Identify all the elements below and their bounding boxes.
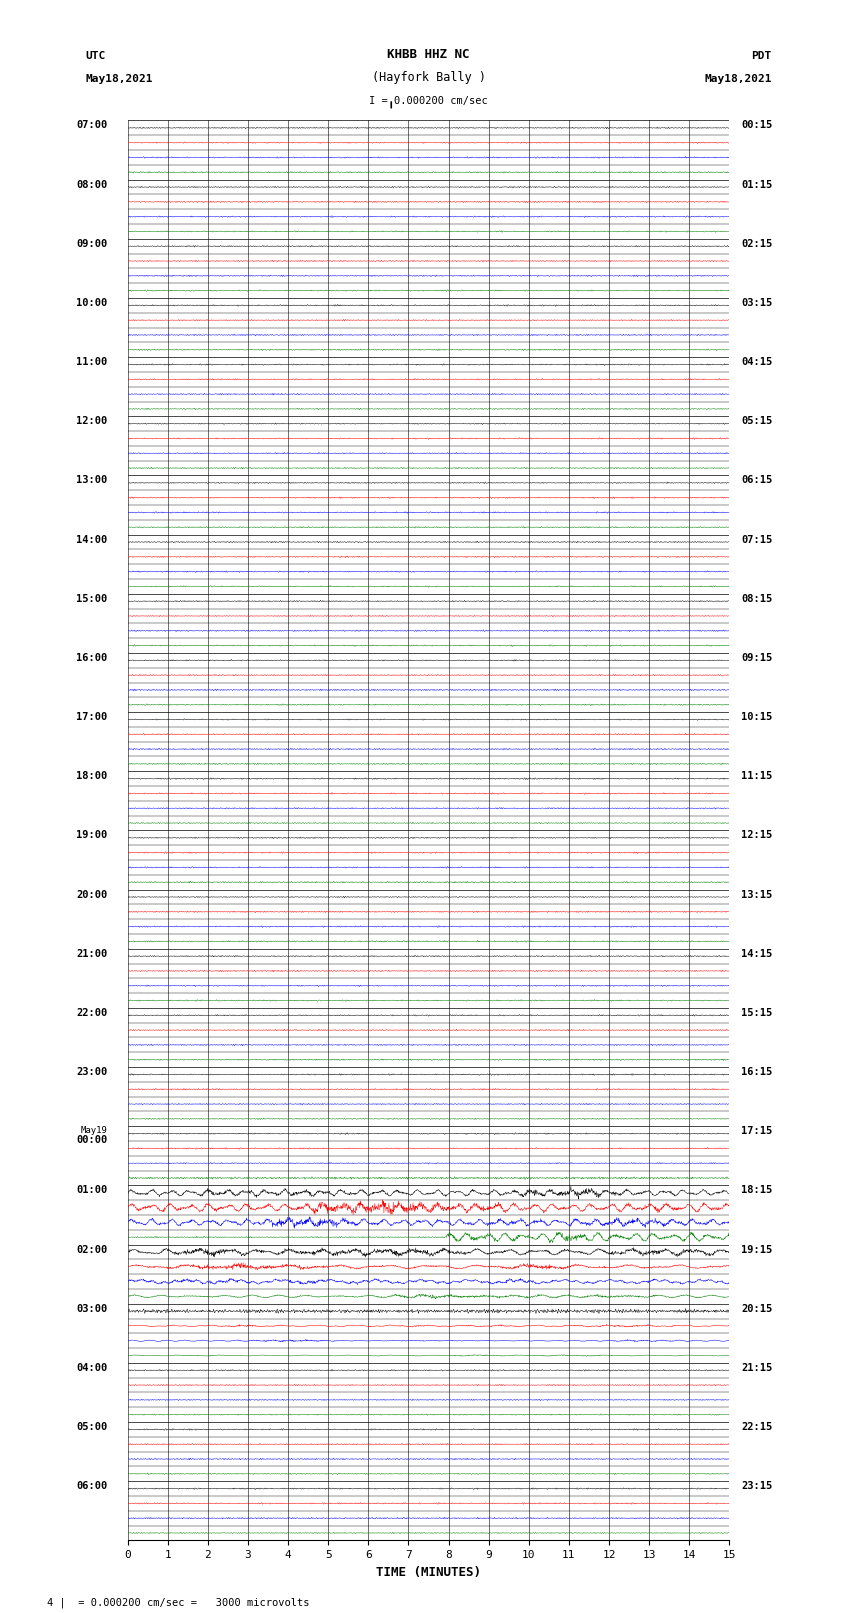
Text: 12:00: 12:00	[76, 416, 108, 426]
Text: 20:15: 20:15	[741, 1303, 773, 1313]
Text: 22:15: 22:15	[741, 1423, 773, 1432]
Text: UTC: UTC	[86, 52, 106, 61]
Text: 13:15: 13:15	[741, 890, 773, 900]
Text: 18:00: 18:00	[76, 771, 108, 781]
Text: 11:00: 11:00	[76, 356, 108, 368]
Text: 19:00: 19:00	[76, 831, 108, 840]
Text: 05:00: 05:00	[76, 1423, 108, 1432]
Text: 10:00: 10:00	[76, 298, 108, 308]
Text: 07:00: 07:00	[76, 121, 108, 131]
Text: 16:00: 16:00	[76, 653, 108, 663]
Text: 23:15: 23:15	[741, 1481, 773, 1490]
Text: 01:15: 01:15	[741, 179, 773, 190]
Text: 18:15: 18:15	[741, 1186, 773, 1195]
Text: (Hayfork Bally ): (Hayfork Bally )	[371, 71, 485, 84]
Text: 17:00: 17:00	[76, 711, 108, 723]
Text: 09:00: 09:00	[76, 239, 108, 248]
Text: 16:15: 16:15	[741, 1068, 773, 1077]
Text: 17:15: 17:15	[741, 1126, 773, 1136]
Text: 22:00: 22:00	[76, 1008, 108, 1018]
Text: 15:00: 15:00	[76, 594, 108, 603]
Text: 14:00: 14:00	[76, 534, 108, 545]
Text: 07:15: 07:15	[741, 534, 773, 545]
Text: 03:00: 03:00	[76, 1303, 108, 1313]
Text: 14:15: 14:15	[741, 948, 773, 958]
Text: 21:00: 21:00	[76, 948, 108, 958]
Text: 04:00: 04:00	[76, 1363, 108, 1373]
Text: 19:15: 19:15	[741, 1245, 773, 1255]
Text: 20:00: 20:00	[76, 890, 108, 900]
Text: 00:15: 00:15	[741, 121, 773, 131]
Text: 13:00: 13:00	[76, 476, 108, 486]
X-axis label: TIME (MINUTES): TIME (MINUTES)	[376, 1566, 481, 1579]
Text: 03:15: 03:15	[741, 298, 773, 308]
Text: 08:00: 08:00	[76, 179, 108, 190]
Text: 15:15: 15:15	[741, 1008, 773, 1018]
Text: May18,2021: May18,2021	[86, 74, 153, 84]
Text: 02:00: 02:00	[76, 1245, 108, 1255]
Text: 04:15: 04:15	[741, 356, 773, 368]
Text: May19: May19	[81, 1126, 108, 1136]
Text: 21:15: 21:15	[741, 1363, 773, 1373]
Text: 23:00: 23:00	[76, 1068, 108, 1077]
Text: 05:15: 05:15	[741, 416, 773, 426]
Text: 01:00: 01:00	[76, 1186, 108, 1195]
Text: 08:15: 08:15	[741, 594, 773, 603]
Text: 09:15: 09:15	[741, 653, 773, 663]
Text: 06:15: 06:15	[741, 476, 773, 486]
Text: 4 |  = 0.000200 cm/sec =   3000 microvolts: 4 | = 0.000200 cm/sec = 3000 microvolts	[47, 1597, 309, 1608]
Text: KHBB HHZ NC: KHBB HHZ NC	[388, 48, 470, 61]
Text: May18,2021: May18,2021	[704, 74, 772, 84]
Text: 11:15: 11:15	[741, 771, 773, 781]
Text: 06:00: 06:00	[76, 1481, 108, 1490]
Text: I = 0.000200 cm/sec: I = 0.000200 cm/sec	[369, 97, 488, 106]
Text: 10:15: 10:15	[741, 711, 773, 723]
Text: 12:15: 12:15	[741, 831, 773, 840]
Text: PDT: PDT	[751, 52, 772, 61]
Text: 00:00: 00:00	[76, 1136, 108, 1145]
Text: 02:15: 02:15	[741, 239, 773, 248]
